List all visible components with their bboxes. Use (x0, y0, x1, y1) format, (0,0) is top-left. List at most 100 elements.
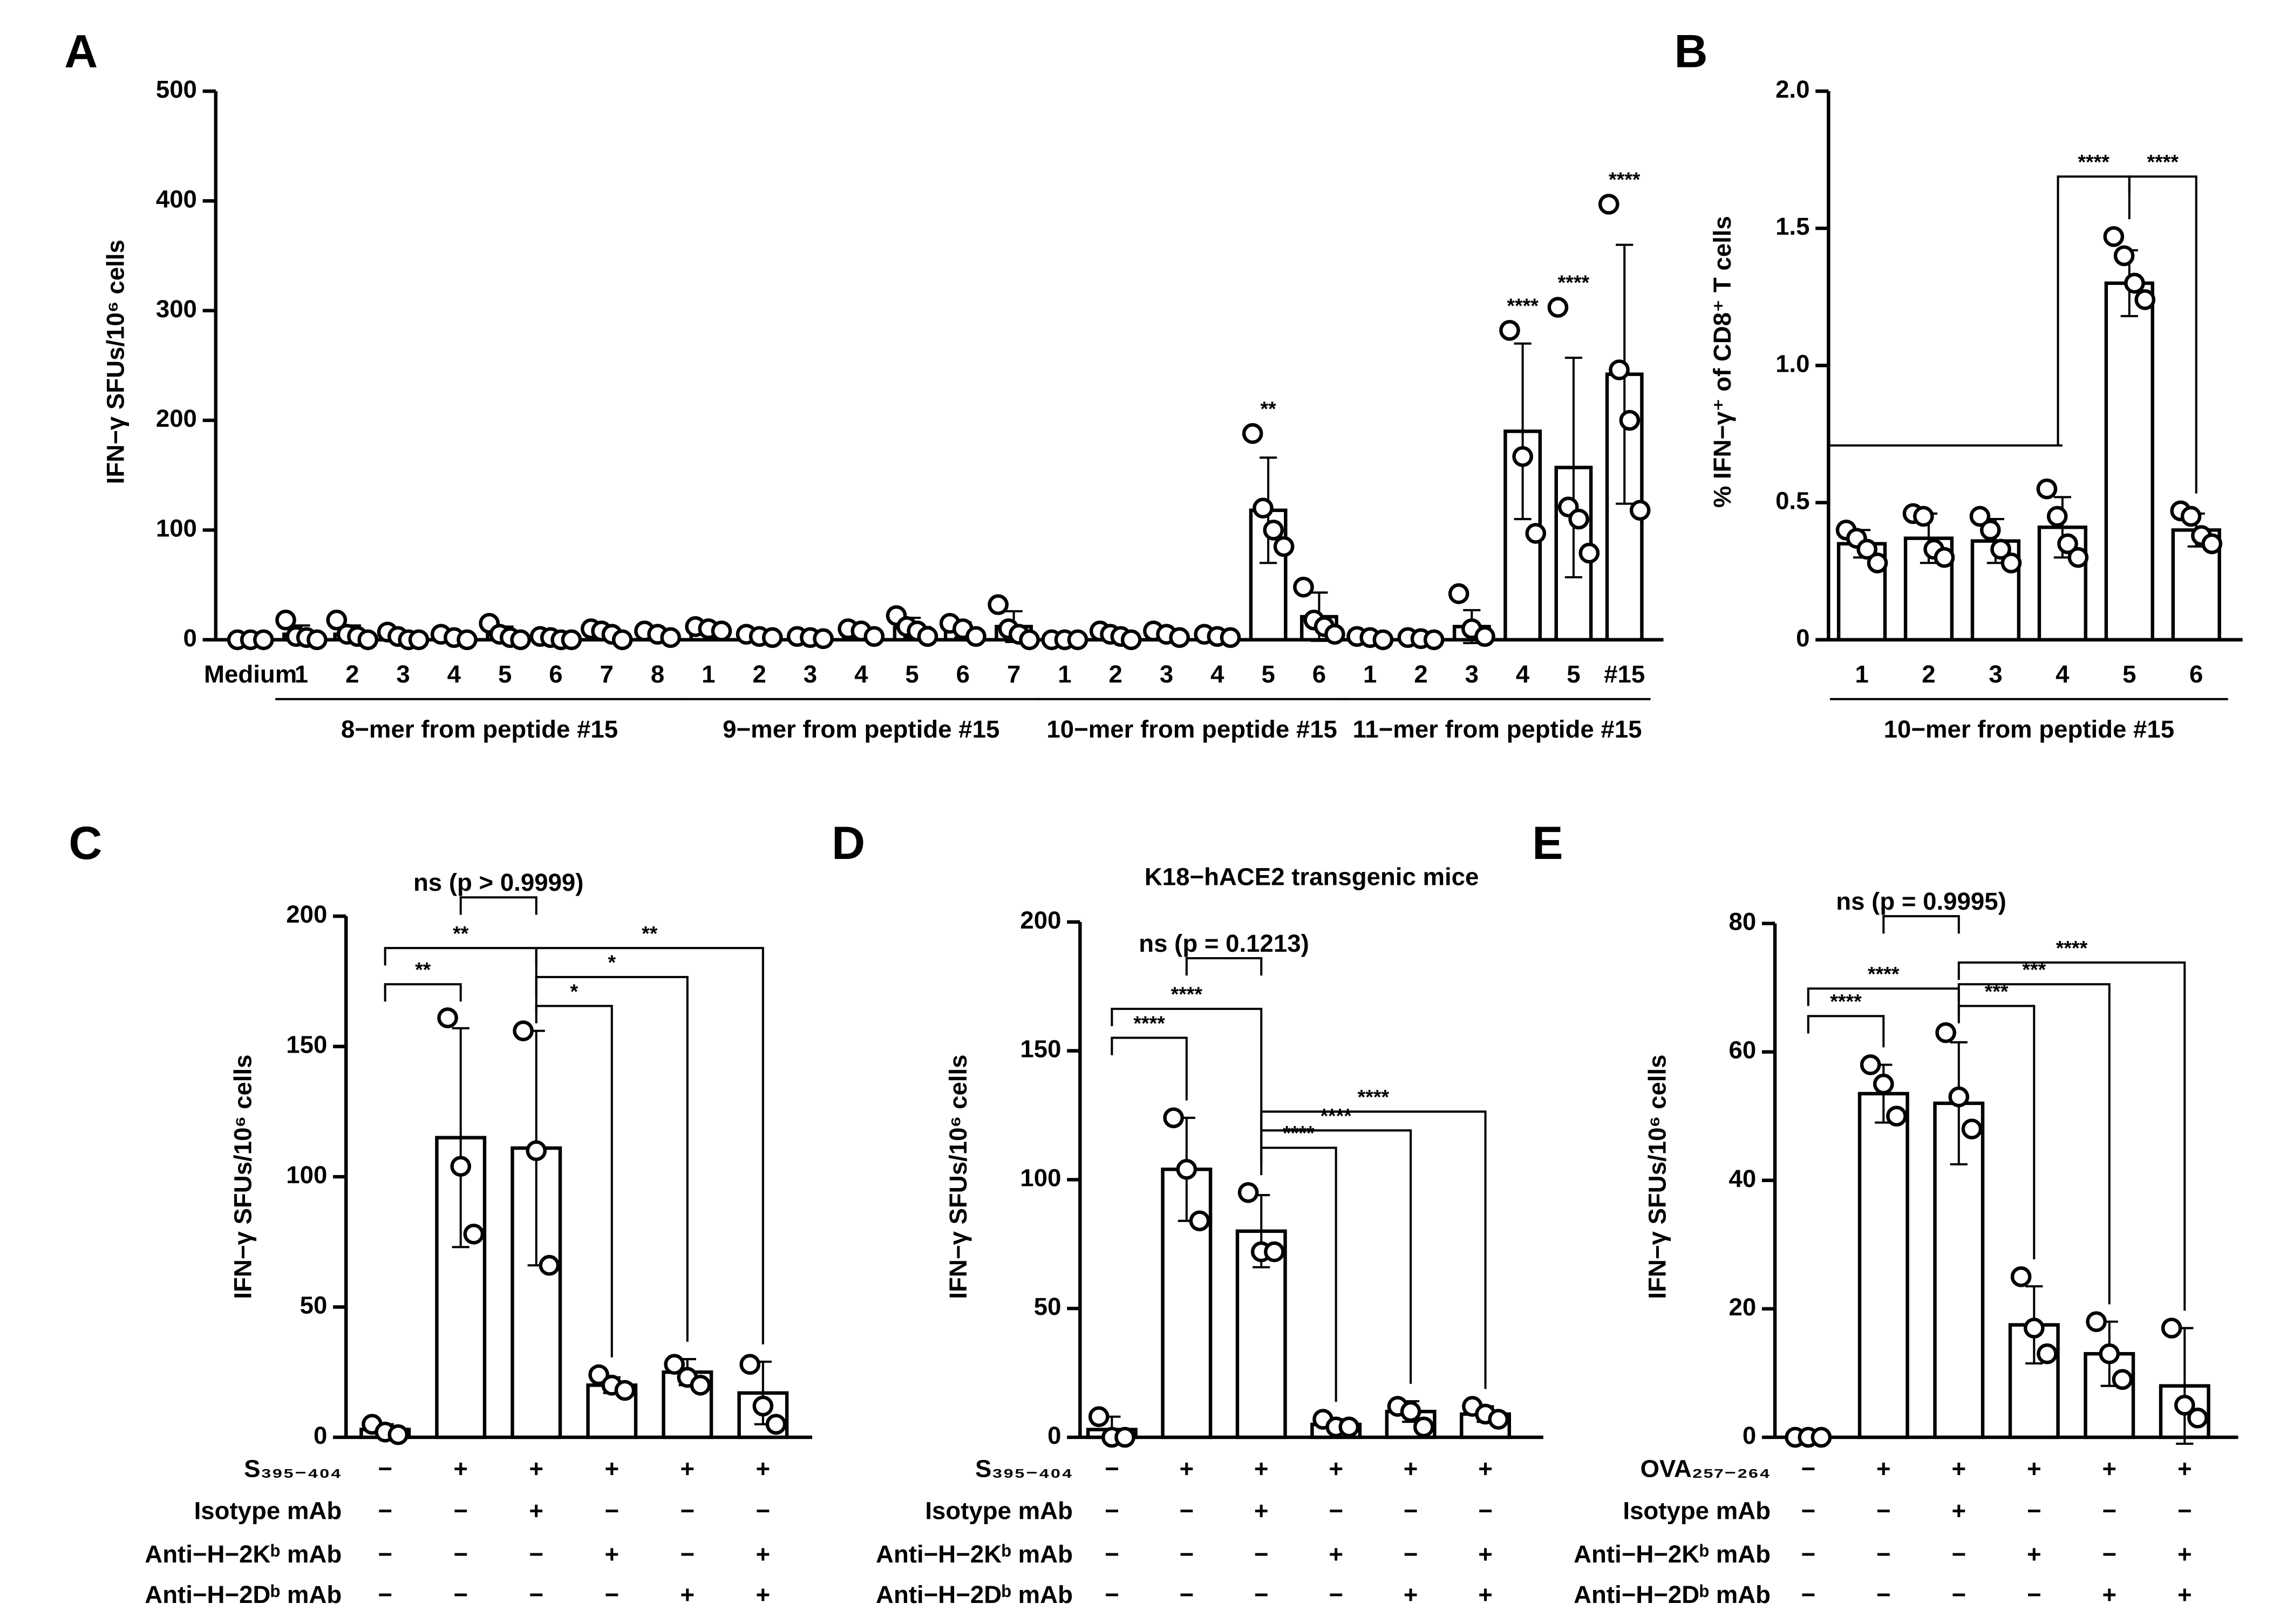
panel-letter: A (64, 26, 98, 78)
data-point (1176, 1158, 1197, 1180)
data-point (761, 627, 783, 649)
condition-label: OVA₂₅₇₋₂₆₄ (1640, 1455, 1771, 1483)
data-point (1948, 1086, 1970, 1108)
bar (1836, 542, 1887, 642)
condition-sign: − (604, 1497, 619, 1524)
x-tick-label: 6 (1312, 660, 1326, 688)
condition-sign: − (1180, 1581, 1194, 1608)
condition-label: Anti−H−2Dᵇ mAb (1574, 1581, 1771, 1608)
group-label: 9−mer from peptide #15 (723, 715, 999, 743)
data-point (1488, 1409, 1509, 1430)
condition-sign: − (1404, 1540, 1418, 1568)
data-point (1448, 583, 1469, 604)
y-tick-label: 40 (1728, 1165, 1756, 1192)
condition-sign: + (2027, 1455, 2041, 1483)
significance-label: **** (1171, 983, 1203, 1006)
data-point (1114, 1427, 1135, 1448)
condition-sign: − (1404, 1497, 1418, 1524)
condition-sign: − (1254, 1581, 1269, 1608)
condition-label: Isotype mAb (1623, 1497, 1771, 1524)
x-tick-label: 2 (1109, 660, 1122, 688)
condition-sign: − (453, 1581, 468, 1608)
data-point (2103, 226, 2125, 247)
x-tick-label: 6 (2189, 660, 2203, 688)
data-point (1979, 520, 2001, 541)
data-point (326, 609, 348, 631)
data-point (1413, 1416, 1434, 1438)
group-label: 10−mer from peptide #15 (1046, 715, 1337, 743)
data-point (1263, 520, 1284, 541)
data-point (513, 1020, 534, 1041)
data-point (1961, 1118, 1983, 1139)
x-tick-label: 4 (2056, 660, 2070, 688)
group-label: 10−mer from peptide #15 (1884, 715, 2175, 743)
data-point (1568, 508, 1589, 530)
condition-sign: − (1801, 1581, 1815, 1608)
data-point (387, 1424, 409, 1445)
data-point (660, 627, 682, 649)
x-tick-label: 3 (1160, 660, 1173, 688)
condition-sign: − (378, 1540, 392, 1568)
condition-sign: + (1951, 1455, 1966, 1483)
data-point (2000, 552, 2022, 574)
condition-sign: + (2177, 1455, 2192, 1483)
panel-letter: B (1674, 26, 1707, 78)
data-point (917, 626, 938, 647)
data-point (1474, 626, 1495, 647)
data-point (1423, 629, 1445, 651)
data-point (253, 629, 274, 651)
significance-bracket (535, 947, 764, 1345)
significance-bracket (459, 896, 537, 915)
data-point (1598, 194, 1619, 215)
data-point (408, 629, 430, 651)
data-point (690, 1375, 711, 1396)
condition-sign: − (529, 1581, 543, 1608)
data-point (437, 1007, 458, 1028)
significance-label: **** (1358, 1086, 1390, 1108)
panel-letter: C (69, 817, 102, 869)
condition-sign: − (1254, 1540, 1269, 1568)
data-point (1578, 542, 1600, 564)
data-point (2057, 533, 2078, 555)
significance-bracket (1260, 1147, 1337, 1402)
condition-sign: + (453, 1455, 468, 1483)
condition-sign: − (1105, 1497, 1119, 1524)
data-point (2180, 506, 2202, 527)
data-point (2124, 272, 2145, 294)
condition-sign: − (2027, 1497, 2041, 1524)
group-label: 11−mer from peptide #15 (1352, 715, 1642, 743)
condition-sign: − (2102, 1497, 2117, 1524)
chart-title: K18−hACE2 transgenic mice (1145, 863, 1479, 890)
y-tick-label: 2.0 (1775, 76, 1809, 103)
condition-sign: + (604, 1455, 619, 1483)
data-point (1273, 536, 1295, 557)
significance-label: ** (415, 958, 431, 981)
condition-label: S₃₉₅₋₄₀₄ (975, 1455, 1073, 1483)
data-point (1067, 629, 1088, 651)
data-point (614, 1380, 636, 1401)
significance-bracket (535, 975, 689, 1342)
x-tick-label: #15 (1604, 660, 1645, 688)
data-point (1293, 576, 1314, 598)
significance-label: **** (2147, 151, 2179, 173)
y-axis-label: IFN−γ SFUs/10⁶ cells (944, 1054, 972, 1299)
y-tick-label: 50 (1034, 1293, 1061, 1320)
data-point (1811, 1427, 1832, 1448)
y-tick-label: 500 (156, 76, 197, 103)
x-tick-label: 1 (1855, 660, 1868, 688)
condition-sign: + (1254, 1497, 1269, 1524)
x-tick-label: 2 (345, 660, 359, 688)
data-point (2023, 1318, 2045, 1339)
data-point (1169, 627, 1190, 649)
significance-label: **** (1133, 1012, 1165, 1034)
data-point (1609, 359, 1630, 380)
y-tick-label: 150 (1020, 1035, 1061, 1063)
significance-label: ** (1261, 397, 1277, 420)
condition-sign: + (1329, 1455, 1343, 1483)
condition-sign: − (1329, 1581, 1343, 1608)
significance-bracket (1185, 957, 1263, 976)
data-point (2112, 1369, 2133, 1390)
condition-sign: + (1404, 1455, 1418, 1483)
significance-bracket (1260, 1129, 1412, 1384)
